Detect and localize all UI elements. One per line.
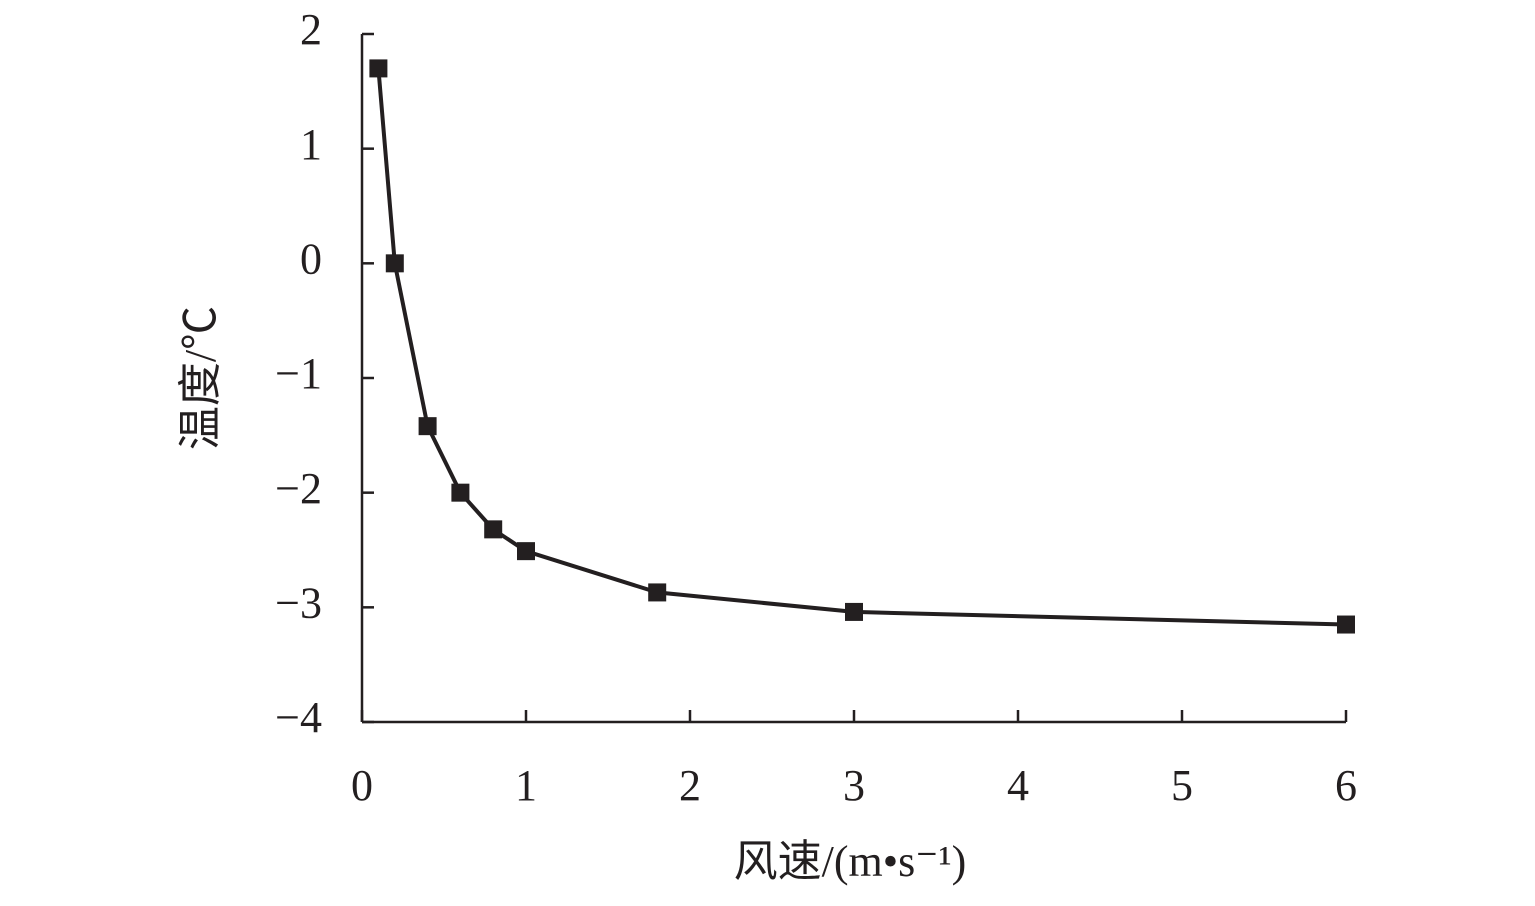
y-tick-label: −2 [275, 464, 322, 513]
x-tick-label: 4 [1007, 761, 1029, 810]
marker [418, 417, 437, 436]
marker [385, 254, 404, 273]
x-tick-label: 5 [1171, 761, 1193, 810]
y-tick-label: 2 [300, 5, 322, 54]
marker [369, 59, 388, 78]
marker [517, 542, 535, 561]
marker [648, 583, 667, 602]
y-tick-label: −1 [275, 349, 322, 398]
x-tick-label: 2 [679, 761, 701, 810]
data-line [376, 68, 1347, 627]
x-tick-label: 3 [843, 761, 865, 810]
y-axis-label: 温度/℃ [176, 306, 225, 450]
x-tick-label: 6 [1335, 761, 1357, 810]
marker [451, 483, 470, 502]
y-tick-label: 0 [300, 234, 322, 283]
marker [845, 602, 863, 621]
y-tick-label: 1 [300, 120, 322, 169]
x-tick-label: 0 [351, 761, 373, 810]
y-tick-label: −3 [275, 578, 322, 627]
y-tick-label: −4 [275, 693, 322, 742]
x-tick-label: 1 [515, 761, 537, 810]
x-axis-label: 风速/(m•s⁻¹) [734, 837, 967, 886]
marker [1337, 615, 1355, 634]
marker [484, 520, 503, 539]
